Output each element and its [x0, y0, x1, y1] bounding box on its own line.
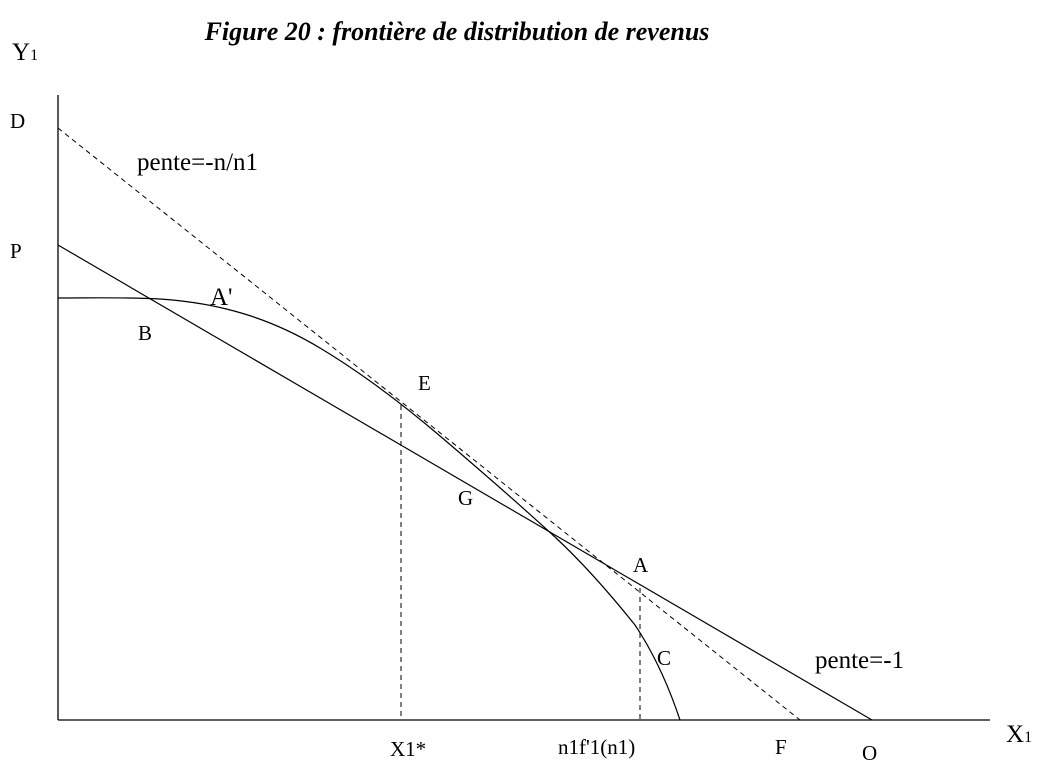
axis-letter: Y	[12, 39, 30, 66]
x-mark-label: X1*	[390, 737, 426, 761]
point-label: B	[138, 321, 152, 345]
dashed-line	[57, 127, 801, 721]
point-label: F	[775, 735, 787, 759]
y-axis-label: Y1	[12, 39, 38, 66]
point-label: A	[633, 553, 649, 577]
title: Figure 20 : frontière de distribution de…	[204, 17, 710, 46]
point-label: E	[418, 371, 431, 395]
solid-line	[57, 244, 873, 721]
point-label: A'	[210, 284, 233, 311]
axis-subscript: 1	[1024, 729, 1032, 746]
point-label: D	[10, 109, 25, 133]
frontier-curve	[57, 297, 681, 721]
axis-letter: X	[1006, 721, 1024, 748]
x-axis-label: X1	[1006, 721, 1032, 748]
axis-subscript: 1	[30, 47, 38, 64]
slope-label: pente=-n/n1	[137, 149, 258, 176]
point-label: C	[657, 646, 671, 670]
slope-label: pente=-1	[815, 647, 904, 674]
x-mark-label: n1f'1(n1)	[558, 735, 635, 759]
point-label: G	[458, 486, 473, 510]
point-label: O	[862, 741, 877, 765]
point-label: P	[10, 239, 22, 263]
